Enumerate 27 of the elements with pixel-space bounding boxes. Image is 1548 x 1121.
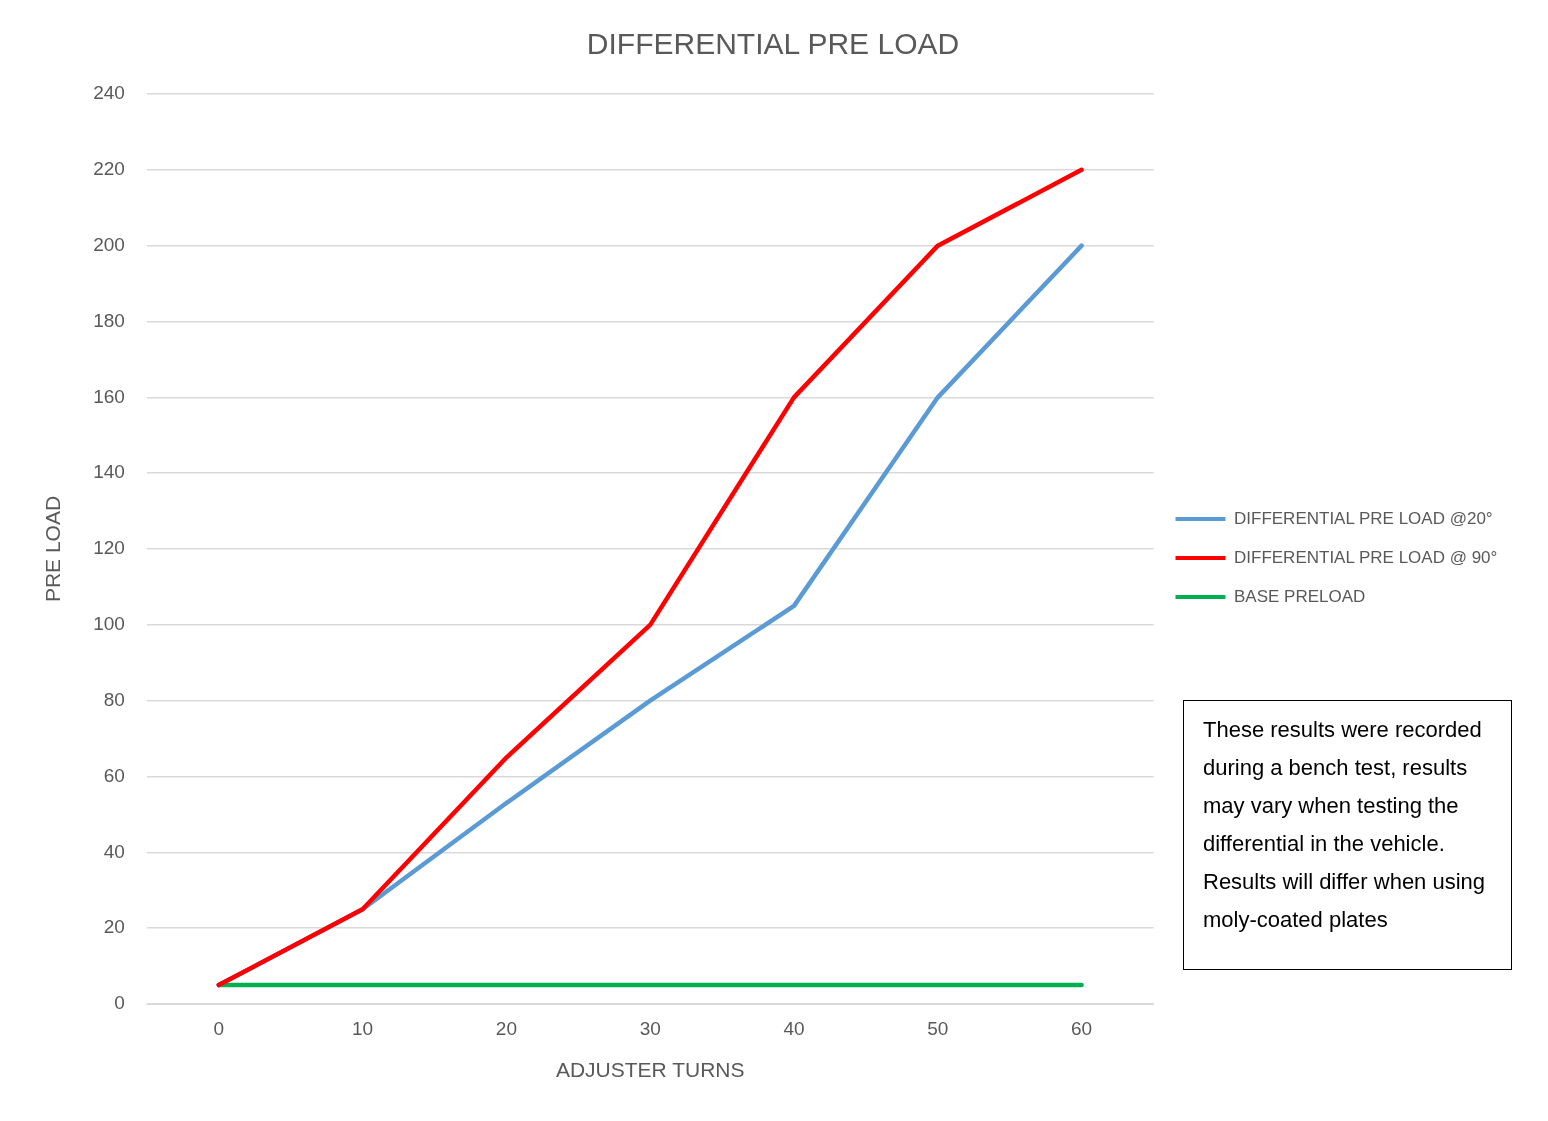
legend-label: DIFFERENTIAL PRE LOAD @ 90° — [1233, 547, 1498, 567]
x-tick-label: 50 — [927, 1017, 949, 1039]
legend-label: BASE PRELOAD — [1233, 586, 1366, 606]
y-tick-label: 220 — [93, 158, 125, 180]
y-tick-label: 100 — [93, 613, 125, 635]
y-tick-label: 120 — [93, 537, 125, 559]
y-tick-label: 60 — [103, 764, 125, 786]
y-tick-label: 40 — [103, 840, 125, 862]
x-tick-label: 20 — [495, 1017, 517, 1039]
legend-label: DIFFERENTIAL PRE LOAD @20° — [1233, 508, 1493, 528]
y-tick-label: 140 — [93, 461, 125, 483]
y-axis-title: PRE LOAD — [41, 495, 65, 603]
y-tick-label: 20 — [103, 916, 125, 938]
y-tick-label: 0 — [114, 992, 125, 1014]
x-tick-label: 0 — [213, 1017, 225, 1039]
x-axis-title: ADJUSTER TURNS — [555, 1058, 745, 1082]
chart-title: DIFFERENTIAL PRE LOAD — [586, 27, 960, 61]
text: These results were recorded during a bench test, results may vary when testing the differential in the vehicle. Results will differ when using moly-coated plates — [1183, 700, 1512, 970]
y-tick-label: 160 — [93, 385, 125, 407]
y-tick-label: 240 — [93, 82, 125, 104]
y-tick-label: 80 — [103, 688, 125, 710]
x-tick-label: 30 — [639, 1017, 661, 1039]
y-tick-label: 180 — [93, 309, 125, 331]
x-tick-label: 40 — [783, 1017, 805, 1039]
y-tick-label: 200 — [93, 233, 125, 255]
x-tick-label: 10 — [352, 1017, 374, 1039]
x-tick-label: 60 — [1071, 1017, 1093, 1039]
